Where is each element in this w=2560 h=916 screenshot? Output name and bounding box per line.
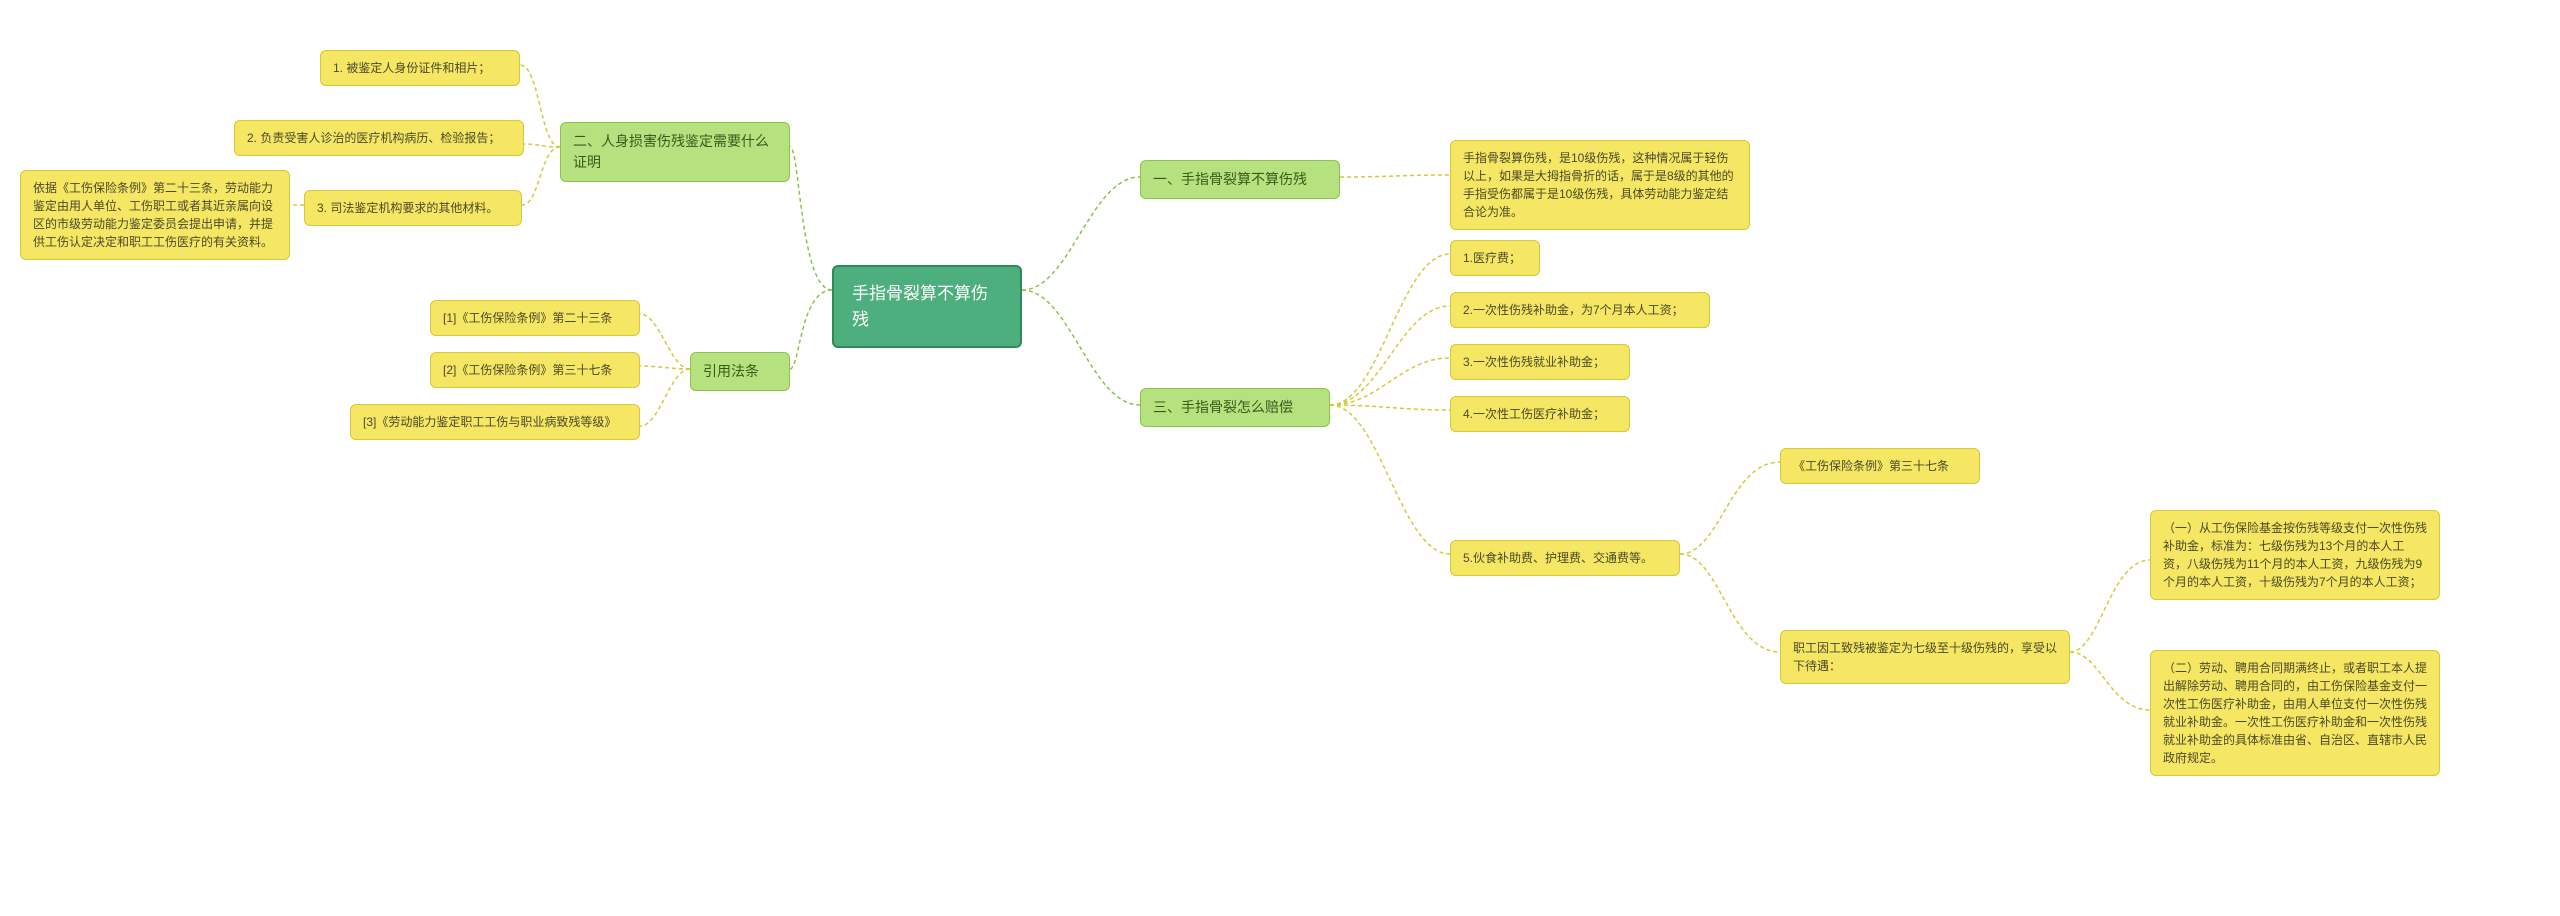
leaf-4-3: [3]《劳动能力鉴定职工工伤与职业病致残等级》: [350, 404, 640, 440]
branch-2: 二、人身损害伤残鉴定需要什么证明: [560, 122, 790, 182]
branch-4: 引用法条: [690, 352, 790, 391]
leaf-4-1: [1]《工伤保险条例》第二十三条: [430, 300, 640, 336]
leaf-3-5-2-1: （一）从工伤保险基金按伤残等级支付一次性伤残补助金，标准为：七级伤残为13个月的…: [2150, 510, 2440, 600]
branch-1: 一、手指骨裂算不算伤残: [1140, 160, 1340, 199]
leaf-3-5-2-2: （二）劳动、聘用合同期满终止，或者职工本人提出解除劳动、聘用合同的，由工伤保险基…: [2150, 650, 2440, 776]
leaf-2-1: 1. 被鉴定人身份证件和相片；: [320, 50, 520, 86]
leaf-3-3: 3.一次性伤残就业补助金；: [1450, 344, 1630, 380]
leaf-1-1: 手指骨裂算伤残，是10级伤残，这种情况属于轻伤以上，如果是大拇指骨折的话，属于是…: [1450, 140, 1750, 230]
leaf-2-2: 2. 负责受害人诊治的医疗机构病历、检验报告；: [234, 120, 524, 156]
leaf-3-4: 4.一次性工伤医疗补助金；: [1450, 396, 1630, 432]
branch-3: 三、手指骨裂怎么赔偿: [1140, 388, 1330, 427]
root-node: 手指骨裂算不算伤残: [832, 265, 1022, 348]
leaf-2-3: 3. 司法鉴定机构要求的其他材料。: [304, 190, 522, 226]
leaf-3-5-1: 《工伤保险条例》第三十七条: [1780, 448, 1980, 484]
leaf-2-3-1: 依据《工伤保险条例》第二十三条，劳动能力鉴定由用人单位、工伤职工或者其近亲属向设…: [20, 170, 290, 260]
leaf-4-2: [2]《工伤保险条例》第三十七条: [430, 352, 640, 388]
leaf-3-2: 2.一次性伤残补助金，为7个月本人工资；: [1450, 292, 1710, 328]
leaf-3-1: 1.医疗费；: [1450, 240, 1540, 276]
leaf-3-5: 5.伙食补助费、护理费、交通费等。: [1450, 540, 1680, 576]
leaf-3-5-2: 职工因工致残被鉴定为七级至十级伤残的，享受以下待遇：: [1780, 630, 2070, 684]
